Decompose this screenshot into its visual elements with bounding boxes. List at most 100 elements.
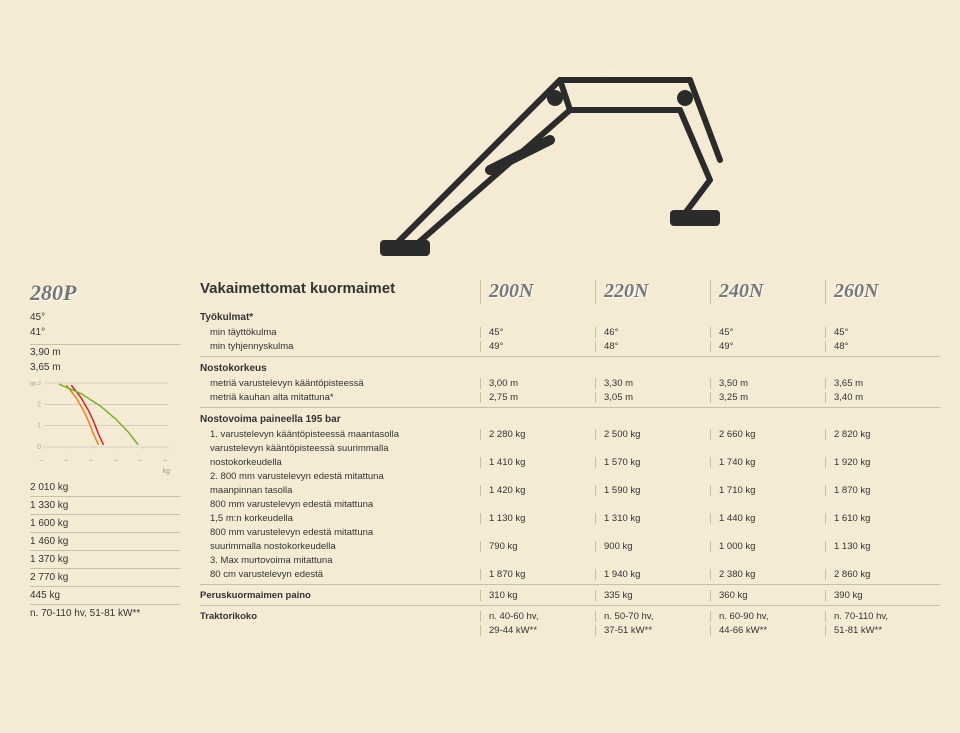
svg-text:3: 3 bbox=[37, 381, 41, 387]
spec-row: maanpinnan tasolla1 420 kg1 590 kg1 710 … bbox=[200, 483, 940, 497]
spec-footer-row: Peruskuormaimen paino310 kg335 kg360 kg3… bbox=[200, 588, 940, 602]
section-title: Työkulmat* bbox=[200, 310, 940, 325]
spec-cell: 790 kg bbox=[480, 541, 595, 552]
spec-footer-cell: n. 60-90 hv, bbox=[710, 611, 825, 622]
spec-section: Nostovoima paineella 195 bar 1. varustele… bbox=[200, 412, 940, 581]
spec-row-label: varustelevyn kääntöpisteessä suurimmalla bbox=[200, 443, 480, 454]
left-value-row: 1 370 kg bbox=[30, 551, 180, 569]
left-angle-2: 41° bbox=[30, 325, 180, 340]
spec-cell bbox=[595, 499, 710, 510]
spec-row-label: 800 mm varustelevyn edestä mitattuna bbox=[200, 499, 480, 510]
spec-cell bbox=[825, 527, 940, 538]
spec-row: metriä kauhan alta mitattuna*2,75 m3,05 … bbox=[200, 390, 940, 404]
spec-footer-cell: 51-81 kW** bbox=[825, 625, 940, 636]
spec-cell: 3,40 m bbox=[825, 392, 940, 403]
spec-row-label: 800 mm varustelevyn edestä mitattuna bbox=[200, 527, 480, 538]
spec-footer-label: Peruskuormaimen paino bbox=[200, 590, 480, 601]
spec-cell: 1 920 kg bbox=[825, 457, 940, 468]
spec-footer-cell: n. 50-70 hv, bbox=[595, 611, 710, 622]
spec-cell: 3,50 m bbox=[710, 378, 825, 389]
spec-row: 1. varustelevyn kääntöpisteessä maantaso… bbox=[200, 427, 940, 441]
spec-cell: 2 280 kg bbox=[480, 429, 595, 440]
spec-cell: 1 570 kg bbox=[595, 457, 710, 468]
spec-footer-cell: n. 70-110 hv, bbox=[825, 611, 940, 622]
spec-row: min tyhjennyskulma49°48°49°48° bbox=[200, 339, 940, 353]
spec-row: 80 cm varustelevyn edestä1 870 kg1 940 k… bbox=[200, 567, 940, 581]
model-col-0: 200N bbox=[480, 280, 595, 304]
spec-row-label: metriä kauhan alta mitattuna* bbox=[200, 392, 480, 403]
spec-cell bbox=[825, 555, 940, 566]
spec-cell: 1 440 kg bbox=[710, 513, 825, 524]
spec-cell bbox=[595, 471, 710, 482]
spec-cell bbox=[825, 471, 940, 482]
spec-cell: 1 940 kg bbox=[595, 569, 710, 580]
spec-row: varustelevyn kääntöpisteessä suurimmalla bbox=[200, 441, 940, 455]
spec-footer-cell: 360 kg bbox=[710, 590, 825, 601]
spec-cell: 1 000 kg bbox=[710, 541, 825, 552]
lift-chart: m 01235001 0001 5002 0002 5003 000 kg bbox=[30, 381, 170, 473]
spec-heading: Vakaimettomat kuormaimet bbox=[200, 280, 480, 304]
spec-cell: 48° bbox=[595, 341, 710, 352]
spec-footer-cell: 335 kg bbox=[595, 590, 710, 601]
spec-cell: 45° bbox=[825, 327, 940, 338]
spec-cell: 1 410 kg bbox=[480, 457, 595, 468]
left-value-row: 2 010 kg bbox=[30, 479, 180, 497]
spec-cell: 1 710 kg bbox=[710, 485, 825, 496]
spec-row-label: 1. varustelevyn kääntöpisteessä maantaso… bbox=[200, 429, 480, 440]
spec-cell: 3,65 m bbox=[825, 378, 940, 389]
spec-footer-cell: n. 40-60 hv, bbox=[480, 611, 595, 622]
spec-cell: 3,25 m bbox=[710, 392, 825, 403]
spec-row-label: metriä varustelevyn kääntöpisteessä bbox=[200, 378, 480, 389]
spec-cell: 2 380 kg bbox=[710, 569, 825, 580]
spec-row: nostokorkeudella1 410 kg1 570 kg1 740 kg… bbox=[200, 455, 940, 469]
left-value-row: 2 770 kg bbox=[30, 569, 180, 587]
spec-cell bbox=[825, 443, 940, 454]
spec-footer-cell: 390 kg bbox=[825, 590, 940, 601]
spec-cell: 1 420 kg bbox=[480, 485, 595, 496]
spec-cell bbox=[595, 443, 710, 454]
spec-cell: 3,05 m bbox=[595, 392, 710, 403]
spec-row-label: 80 cm varustelevyn edestä bbox=[200, 569, 480, 580]
spec-cell: 2 860 kg bbox=[825, 569, 940, 580]
spec-row-label: suurimmalla nostokorkeudella bbox=[200, 541, 480, 552]
spec-section: Nostokorkeusmetriä varustelevyn kääntöpi… bbox=[200, 361, 940, 404]
svg-text:2 500: 2 500 bbox=[138, 460, 145, 461]
left-value-row: n. 70-110 hv, 51-81 kW** bbox=[30, 605, 180, 622]
spec-row: 2. 800 mm varustelevyn edestä mitattuna bbox=[200, 469, 940, 483]
spec-cell bbox=[710, 555, 825, 566]
spec-cell: 900 kg bbox=[595, 541, 710, 552]
spec-cell bbox=[480, 527, 595, 538]
left-value-row: 445 kg bbox=[30, 587, 180, 605]
spec-footer-cell: 310 kg bbox=[480, 590, 595, 601]
spec-row: min täyttökulma45°46°45°45° bbox=[200, 325, 940, 339]
left-column: 280P 45° 41° 3,90 m 3,65 m m 01235001 00… bbox=[30, 280, 180, 622]
svg-text:220: 220 bbox=[600, 67, 617, 78]
spec-footer-row: Traktorikokon. 40-60 hv,n. 50-70 hv,n. 6… bbox=[200, 609, 940, 623]
spec-cell: 1 740 kg bbox=[710, 457, 825, 468]
left-value-row: 1 460 kg bbox=[30, 533, 180, 551]
spec-cell: 2,75 m bbox=[480, 392, 595, 403]
left-value-row: 1 330 kg bbox=[30, 497, 180, 515]
spec-footer-cell: 37-51 kW** bbox=[595, 625, 710, 636]
spec-row-label: maanpinnan tasolla bbox=[200, 485, 480, 496]
spec-footer-label bbox=[200, 625, 480, 636]
svg-text:2: 2 bbox=[37, 401, 41, 408]
spec-cell bbox=[825, 499, 940, 510]
spec-cell: 3,00 m bbox=[480, 378, 595, 389]
spec-cell: 2 660 kg bbox=[710, 429, 825, 440]
spec-row: suurimmalla nostokorkeudella790 kg900 kg… bbox=[200, 539, 940, 553]
spec-cell: 1 130 kg bbox=[480, 513, 595, 524]
spec-cell: 1 310 kg bbox=[595, 513, 710, 524]
svg-text:1: 1 bbox=[37, 423, 41, 430]
spec-cell: 1 130 kg bbox=[825, 541, 940, 552]
left-value-row: 1 600 kg bbox=[30, 515, 180, 533]
svg-text:3 000: 3 000 bbox=[163, 460, 170, 461]
spec-cell: 2 500 kg bbox=[595, 429, 710, 440]
svg-text:0: 0 bbox=[37, 444, 41, 451]
left-height-2: 3,65 m bbox=[30, 360, 180, 375]
spec-row-label: min tyhjennyskulma bbox=[200, 341, 480, 352]
section-title: Nostovoima paineella 195 bar bbox=[200, 412, 940, 427]
chart-x-label: kg bbox=[163, 468, 170, 475]
product-illustration: 220 bbox=[350, 20, 750, 270]
spec-cell: 45° bbox=[480, 327, 595, 338]
